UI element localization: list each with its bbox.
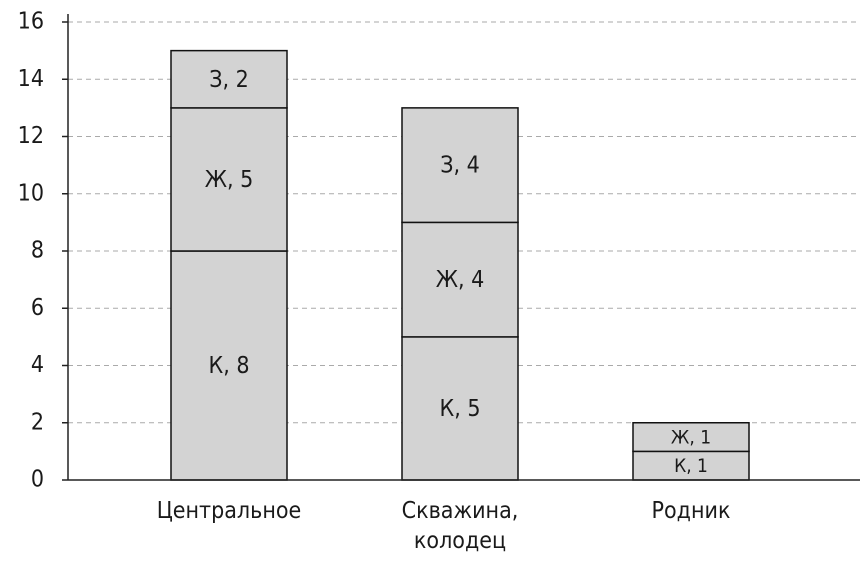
value-label: К, 8 (209, 353, 250, 379)
value-label: З, 2 (209, 67, 249, 93)
bar-segment (170, 107, 288, 252)
value-label: Ж, 5 (205, 167, 254, 193)
y-tick-label: 0 (31, 467, 44, 493)
y-tick-label: 2 (31, 409, 44, 435)
y-tick-label: 12 (18, 123, 44, 149)
value-label: К, 1 (674, 455, 708, 477)
value-label: К, 5 (440, 396, 481, 422)
value-label: З, 4 (440, 153, 480, 179)
bar-segment (401, 221, 519, 338)
bar-segment (170, 250, 288, 481)
bar-segment (401, 107, 519, 224)
bar-segment (401, 336, 519, 481)
x-tick-label: Скважина, колодец (401, 498, 519, 554)
y-tick-label: 8 (31, 238, 44, 264)
bar-segment (632, 422, 750, 453)
x-tick-label: Центральное (156, 498, 302, 524)
y-tick-label: 6 (31, 295, 44, 321)
x-tick-label: Родник (651, 498, 731, 524)
y-tick-label: 10 (18, 180, 44, 206)
value-label: Ж, 1 (671, 427, 711, 449)
y-tick-label: 16 (18, 9, 44, 35)
value-label: Ж, 4 (436, 267, 485, 293)
y-tick-label: 14 (18, 66, 44, 92)
bar-segment (170, 49, 288, 109)
y-tick-label: 4 (31, 352, 44, 378)
